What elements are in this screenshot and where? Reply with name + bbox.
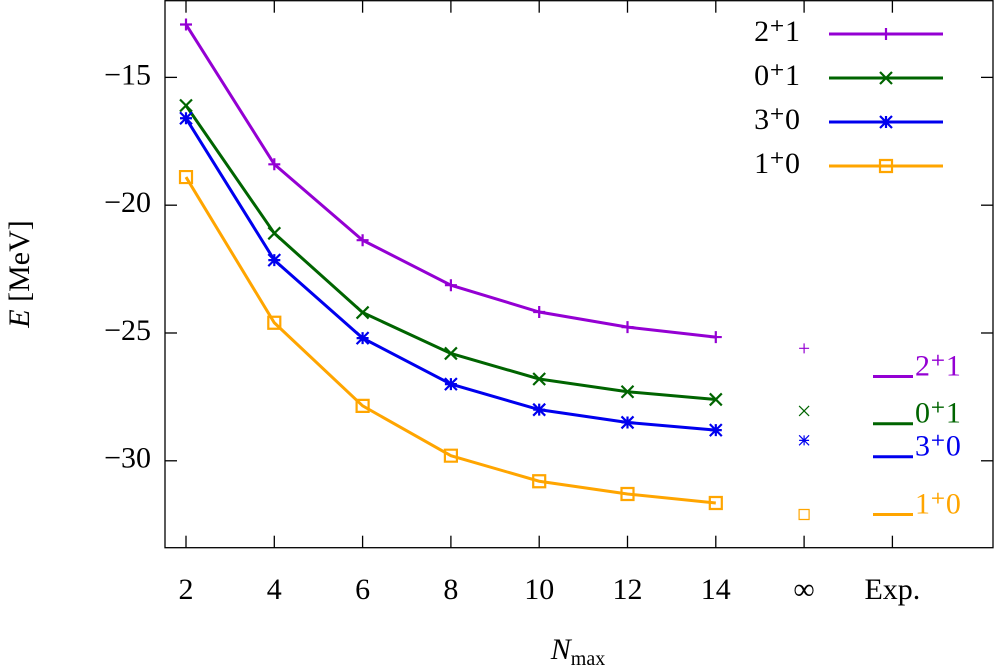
plot-frame bbox=[164, 0, 994, 549]
marker bbox=[620, 415, 635, 430]
x-label-subscript: max bbox=[571, 648, 605, 670]
y-axis-label: E [MeV] bbox=[3, 220, 36, 328]
x-tick-label: Exp. bbox=[864, 573, 920, 606]
marker bbox=[444, 279, 457, 292]
marker bbox=[621, 321, 634, 334]
marker bbox=[709, 423, 723, 437]
marker bbox=[180, 18, 192, 31]
marker bbox=[533, 306, 546, 319]
legend-label: 1⁺0 bbox=[754, 147, 800, 180]
marker bbox=[880, 28, 892, 40]
marker bbox=[708, 495, 723, 511]
marker bbox=[443, 448, 458, 463]
marker bbox=[178, 169, 194, 185]
y-label-symbol: E bbox=[3, 309, 36, 328]
y-tick-label: −15 bbox=[104, 58, 151, 91]
experiment-label: 1⁺0 bbox=[915, 487, 961, 520]
marker bbox=[267, 315, 282, 330]
marker bbox=[179, 111, 193, 126]
marker bbox=[267, 253, 282, 267]
marker bbox=[532, 474, 547, 489]
marker bbox=[879, 115, 893, 129]
marker bbox=[798, 508, 810, 521]
x-tick-label: 12 bbox=[613, 573, 643, 606]
y-tick-label: −20 bbox=[104, 186, 151, 219]
marker bbox=[620, 385, 635, 399]
experiment-label: 3⁺0 bbox=[915, 430, 961, 463]
series-line bbox=[184, 176, 716, 505]
marker bbox=[356, 234, 369, 247]
x-label-symbol: N bbox=[550, 633, 573, 666]
x-tick-label: 6 bbox=[355, 573, 370, 606]
marker bbox=[355, 331, 370, 345]
marker bbox=[532, 372, 546, 386]
legend-label: 2⁺1 bbox=[754, 15, 800, 48]
y-tick-label: −25 bbox=[104, 314, 151, 347]
experiment-label: 2⁺1 bbox=[915, 349, 961, 382]
x-tick-label: ∞ bbox=[793, 573, 814, 606]
x-tick-label: 10 bbox=[524, 573, 554, 606]
marker bbox=[444, 377, 458, 391]
marker bbox=[798, 434, 810, 446]
x-tick-label: 14 bbox=[701, 573, 731, 606]
marker bbox=[709, 392, 723, 407]
marker bbox=[268, 158, 281, 171]
marker bbox=[709, 331, 722, 344]
x-axis-label: Nmax bbox=[550, 633, 605, 670]
x-tick-label: 8 bbox=[443, 573, 458, 606]
marker bbox=[799, 343, 810, 354]
marker bbox=[620, 486, 635, 502]
legend-label: 3⁺0 bbox=[754, 103, 800, 136]
marker bbox=[444, 346, 458, 361]
marker bbox=[267, 226, 282, 241]
marker bbox=[532, 402, 546, 417]
marker bbox=[798, 405, 810, 417]
x-tick-label: 4 bbox=[267, 573, 282, 606]
marker bbox=[355, 398, 370, 413]
marker bbox=[355, 305, 370, 320]
y-tick-label: −30 bbox=[104, 442, 151, 475]
y-label-unit: [MeV] bbox=[3, 220, 36, 302]
marker bbox=[179, 98, 193, 113]
experiment-label: 0⁺1 bbox=[915, 397, 961, 430]
marker bbox=[879, 71, 893, 85]
legend-label: 0⁺1 bbox=[754, 59, 800, 92]
x-tick-label: 2 bbox=[179, 573, 194, 606]
marker bbox=[878, 158, 894, 174]
